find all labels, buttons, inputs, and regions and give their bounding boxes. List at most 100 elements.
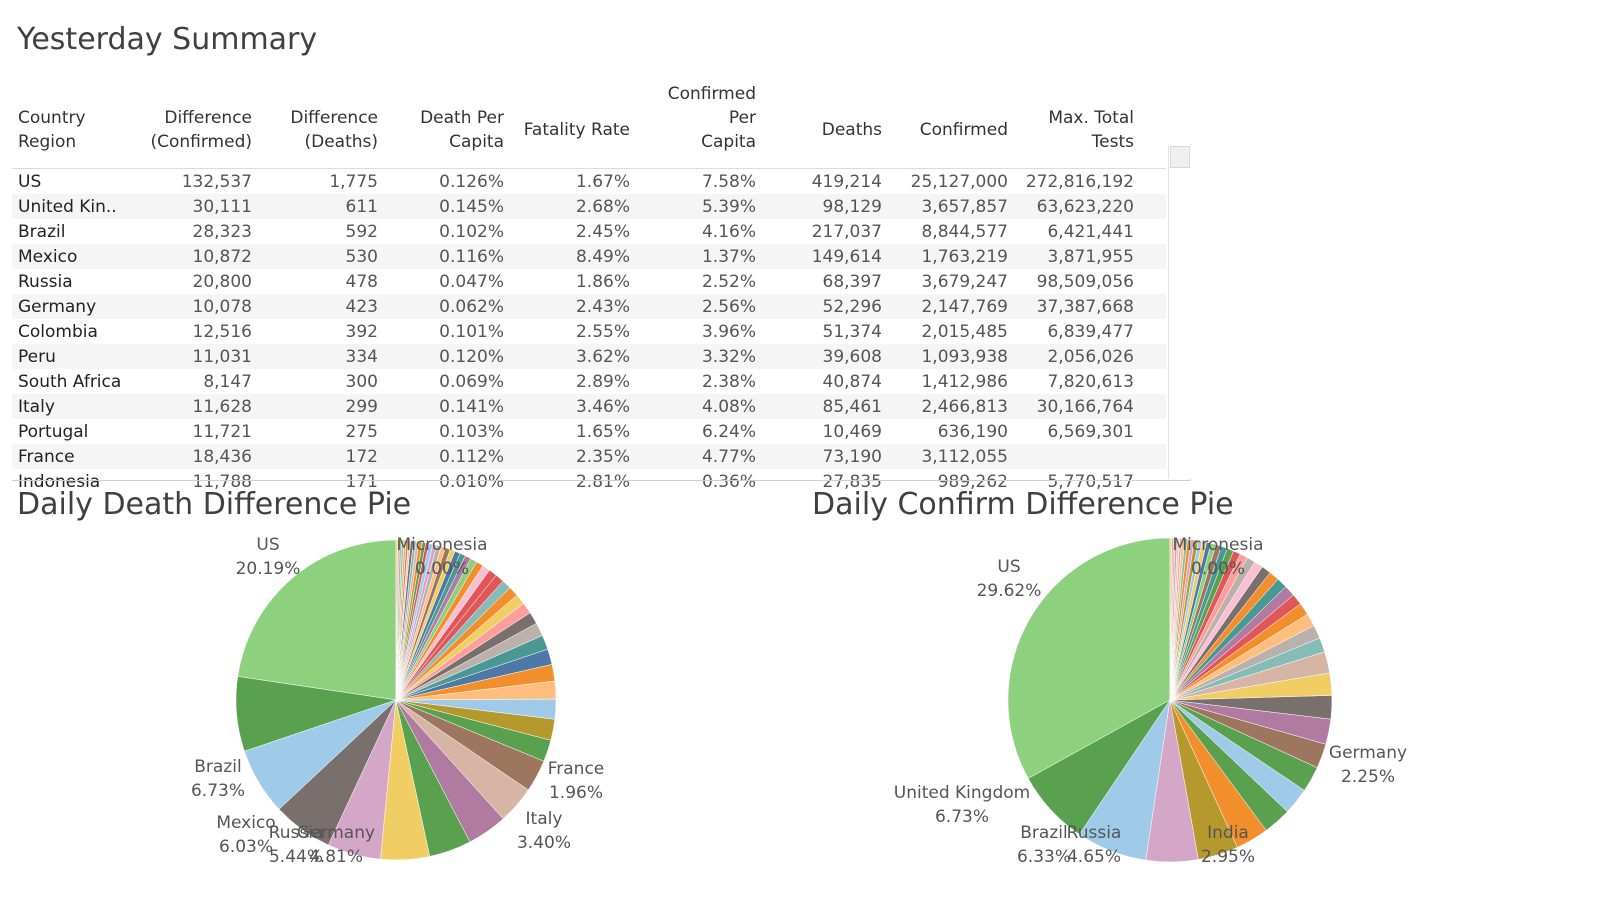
row-spacer [1140, 269, 1166, 294]
value-cell: 1,763,219 [921, 246, 1008, 267]
value-cell: 7,820,613 [1047, 371, 1134, 392]
pie-label-percent: 2.95% [1201, 847, 1255, 867]
column-header[interactable]: Fatality Rate [510, 80, 636, 169]
column-header[interactable]: Confirmed Per Capita [636, 80, 762, 169]
value-cell: 98,509,056 [1036, 271, 1134, 292]
value-cell: 68,397 [822, 271, 882, 292]
column-header[interactable]: Deaths [762, 80, 888, 169]
value-cell: 12,516 [192, 321, 252, 342]
value-cell: 275 [345, 421, 378, 442]
death-pie-title: Daily Death Difference Pie [17, 487, 412, 522]
column-header[interactable]: Difference (Deaths) [258, 80, 384, 169]
pie-label-percent: 4.81% [309, 847, 363, 867]
table-row[interactable]: Indonesia 11,788 171 0.010% 2.81% 0.36% 27,835… [12, 469, 1166, 494]
table-scrollbar[interactable] [1168, 145, 1191, 479]
value-cell: 1.37% [701, 246, 756, 267]
value-cell: 989,262 [937, 471, 1008, 492]
pie-slice[interactable] [395, 539, 398, 701]
pie-slice[interactable] [1007, 537, 1171, 779]
value-cell: 3,657,857 [921, 196, 1008, 217]
table-row[interactable]: Brazil 28,323 592 0.102% 2.45% 4.16% 217,037 8,… [12, 219, 1166, 244]
value-cell: 20,800 [192, 271, 252, 292]
value-cell: 8,844,577 [921, 221, 1008, 242]
value-cell: 0.145% [439, 196, 504, 217]
value-cell: 4.16% [701, 221, 756, 242]
row-spacer [1140, 394, 1166, 419]
pie-slice[interactable] [1169, 537, 1172, 701]
confirm-pie-title: Daily Confirm Difference Pie [812, 487, 1234, 522]
column-header[interactable]: Country Region [12, 80, 132, 169]
table-row[interactable]: United Kin.. 30,111 611 0.145% 2.68% 5.39% 98,… [12, 194, 1166, 219]
table-row[interactable]: Peru 11,031 334 0.120% 3.62% 3.32% 39,608 1,093… [12, 344, 1166, 369]
pie-label-name: Micronesia [1173, 535, 1264, 555]
value-cell: 2.55% [575, 321, 630, 342]
table-row[interactable]: Portugal 11,721 275 0.103% 1.65% 6.24% 10,469 6… [12, 419, 1166, 444]
pie-slice[interactable] [237, 539, 397, 701]
pie-label-name: Mexico [216, 813, 275, 833]
value-cell: 7.58% [701, 171, 756, 192]
column-header-line: Fatality Rate [523, 120, 630, 140]
value-cell: 334 [345, 346, 378, 367]
value-cell: 2.56% [701, 296, 756, 317]
column-header[interactable]: Confirmed [888, 80, 1014, 169]
value-cell: 1,775 [329, 171, 378, 192]
value-cell: 5,770,517 [1047, 471, 1134, 492]
pie-label-name: Micronesia [397, 535, 488, 555]
table-row[interactable]: Italy 11,628 299 0.141% 3.46% 4.08% 85,461 2,46… [12, 394, 1166, 419]
value-cell: 2.45% [575, 221, 630, 242]
column-header-line: Region [18, 132, 77, 152]
country-cell: South Africa [18, 371, 122, 392]
country-cell: United Kin.. [18, 196, 117, 217]
column-header[interactable]: Max. Total Tests [1014, 80, 1140, 169]
table-row[interactable]: Germany 10,078 423 0.062% 2.43% 2.56% 52,296 2,… [12, 294, 1166, 319]
row-spacer [1140, 344, 1166, 369]
table-row[interactable]: France 18,436 172 0.112% 2.35% 4.77% 73,190 3,1… [12, 444, 1166, 469]
value-cell: 0.010% [439, 471, 504, 492]
value-cell: 51,374 [822, 321, 882, 342]
value-cell: 4.08% [701, 396, 756, 417]
table-row[interactable]: Colombia 12,516 392 0.101% 2.55% 3.96% 51,374 2… [12, 319, 1166, 344]
value-cell: 2.52% [701, 271, 756, 292]
value-cell: 11,721 [192, 421, 252, 442]
pie-label-name: Brazil [194, 757, 241, 777]
value-cell: 478 [345, 271, 378, 292]
table-row[interactable]: South Africa 8,147 300 0.069% 2.89% 2.38% 40,8… [12, 369, 1166, 394]
column-header-line: Country [18, 108, 86, 128]
table-row[interactable]: US 132,537 1,775 0.126% 1.67% 7.58% 419,214 25,… [12, 169, 1166, 195]
column-header-line: Deaths [821, 120, 882, 140]
value-cell: 636,190 [937, 421, 1008, 442]
value-cell: 0.141% [439, 396, 504, 417]
summary-table-container: Country Region Difference (Confirmed) Differ… [12, 80, 1191, 494]
pie-label-percent: 29.62% [977, 581, 1042, 601]
value-cell: 2.89% [575, 371, 630, 392]
value-cell: 30,166,764 [1036, 396, 1134, 417]
table-row[interactable]: Russia 20,800 478 0.047% 1.86% 2.52% 68,397 3,6… [12, 269, 1166, 294]
value-cell: 172 [345, 446, 378, 467]
column-header-line: Difference [164, 108, 252, 128]
column-header[interactable]: Death Per Capita [384, 80, 510, 169]
value-cell: 0.120% [439, 346, 504, 367]
country-cell: Italy [18, 396, 55, 417]
value-cell: 1.65% [575, 421, 630, 442]
value-cell: 52,296 [822, 296, 882, 317]
value-cell: 3.62% [575, 346, 630, 367]
pie-label-percent: 5.44% [269, 847, 323, 867]
pie-label-percent: 0.00% [1191, 559, 1245, 579]
column-header[interactable]: Difference (Confirmed) [132, 80, 258, 169]
value-cell: 171 [345, 471, 378, 492]
value-cell: 592 [345, 221, 378, 242]
value-cell: 2,056,026 [1047, 346, 1134, 367]
table-row[interactable]: Mexico 10,872 530 0.116% 8.49% 1.37% 149,614 1,… [12, 244, 1166, 269]
country-cell: Portugal [18, 421, 89, 442]
column-header-line: Max. Total [1048, 108, 1134, 128]
row-spacer [1140, 219, 1166, 244]
value-cell: 40,874 [822, 371, 882, 392]
value-cell: 11,788 [192, 471, 252, 492]
value-cell [1014, 444, 1140, 469]
pie-label-name: Germany [297, 823, 375, 843]
country-cell: Peru [18, 346, 56, 367]
value-cell: 11,031 [192, 346, 252, 367]
value-cell: 2.81% [575, 471, 630, 492]
pie-label-percent: 3.40% [517, 833, 571, 853]
table-scrollbar-thumb[interactable] [1170, 146, 1190, 168]
